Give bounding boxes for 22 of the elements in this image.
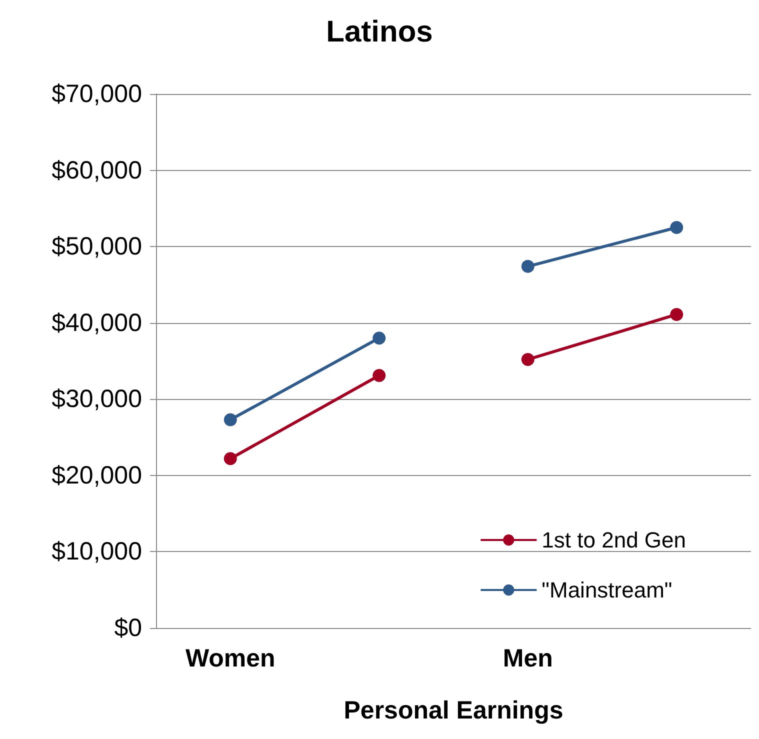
y-tick-label: $70,000 <box>52 80 142 108</box>
y-tick-label: $20,000 <box>52 461 142 490</box>
y-tick-label: $0 <box>114 614 142 642</box>
point <box>372 332 386 345</box>
legend-label: "Mainstream" <box>542 578 672 602</box>
x-axis-title: Personal Earnings <box>344 696 564 724</box>
y-tick-label: $50,000 <box>52 232 142 261</box>
x-tick-label: Women <box>185 644 276 672</box>
y-tick-label: $40,000 <box>52 308 142 337</box>
point <box>670 221 684 234</box>
y-tick-label: $60,000 <box>52 156 142 184</box>
point <box>372 368 386 382</box>
point <box>521 260 534 273</box>
y-tick-label: $30,000 <box>52 385 142 414</box>
chart-title: Latinos <box>326 16 433 48</box>
point <box>224 452 237 466</box>
point <box>521 352 534 366</box>
point <box>224 413 237 426</box>
legend-label: 1st to 2nd Gen <box>542 528 686 552</box>
y-tick-label: $10,000 <box>52 538 142 566</box>
point <box>670 308 684 321</box>
x-tick-label: Men <box>502 644 553 672</box>
